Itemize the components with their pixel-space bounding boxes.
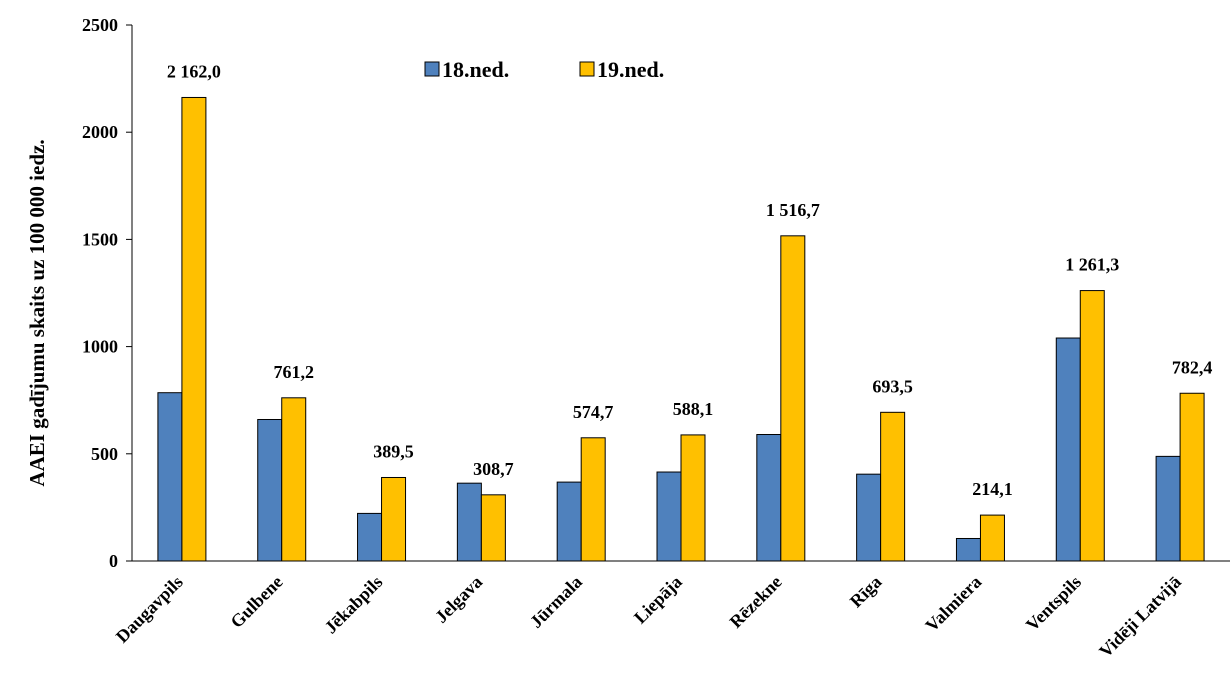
category-label: Gulbene [226, 572, 286, 632]
data-label-19-ned: 214,1 [972, 479, 1013, 499]
bar-18-ned [656, 471, 682, 562]
bar-19-ned [480, 494, 506, 562]
bar-18-ned [456, 482, 482, 562]
data-label-19-ned: 782,4 [1172, 357, 1213, 377]
bar-19-ned [880, 411, 906, 562]
y-tick-label: 2500 [82, 15, 118, 35]
legend-swatch [424, 61, 440, 77]
data-label-19-ned: 574,7 [573, 402, 614, 422]
bar-19-ned [580, 437, 606, 562]
category-label: Vidēji Latvijā [1095, 572, 1185, 662]
data-label-19-ned: 588,1 [673, 399, 714, 419]
bar-19-ned [381, 476, 407, 562]
legend-swatch [579, 61, 595, 77]
y-tick-label: 1500 [82, 229, 118, 249]
data-label-19-ned: 2 162,0 [167, 61, 221, 81]
data-label-19-ned: 761,2 [273, 362, 314, 382]
bar-19-ned [979, 514, 1005, 562]
bar-19-ned [1079, 290, 1105, 562]
data-label-19-ned: 308,7 [473, 459, 514, 479]
bar-19-ned [281, 397, 307, 562]
bar-18-ned [856, 473, 882, 562]
category-label: Valmiera [921, 572, 985, 636]
bar-18-ned [1055, 337, 1081, 562]
category-label: Jūrmala [526, 572, 586, 632]
legend-label: 19.ned. [597, 57, 664, 82]
bar-18-ned [955, 537, 981, 562]
category-label: Daugavpils [112, 572, 187, 647]
legend: 18.ned. 19.ned. [424, 57, 664, 82]
category-labels: Daugavpils Gulbene Jēkabpils Jelgava Jūrmala… [112, 572, 1185, 662]
y-axis-title: AAEI gadījumu skaits uz 100 000 iedz. [25, 139, 49, 486]
bar-19-ned [181, 96, 207, 562]
data-label-19-ned: 693,5 [872, 376, 913, 396]
category-label: Jēkabpils [321, 572, 387, 638]
y-tick-label: 500 [91, 444, 118, 464]
data-label-19-ned: 1 261,3 [1065, 255, 1119, 275]
bar-18-ned [157, 392, 183, 562]
bar-19-ned [780, 235, 806, 562]
bar-18-ned [1155, 455, 1181, 562]
category-label: Jelgava [431, 572, 486, 627]
y-tick-label: 2000 [82, 122, 118, 142]
bar-18-ned [357, 512, 383, 562]
legend-label: 18.ned. [442, 57, 509, 82]
data-label-19-ned: 1 516,7 [766, 200, 820, 220]
category-label: Liepāja [630, 572, 686, 628]
y-tick-label: 0 [109, 551, 118, 571]
data-labels: 2 162,0 761,2 389,5 308,7 574,7 588,1 1 516,7 6… [167, 61, 1212, 499]
bar-19-ned [680, 434, 706, 562]
bar-19-ned [1179, 392, 1205, 562]
y-ticks: 0 500 1000 1500 2000 2500 [82, 15, 132, 571]
y-tick-label: 1000 [82, 337, 118, 357]
category-label: Rīga [846, 572, 886, 612]
bar-18-ned [257, 418, 283, 562]
category-label: Rēzekne [726, 572, 786, 632]
category-label: Ventspils [1022, 572, 1085, 635]
bars [157, 96, 1205, 562]
bar-18-ned [756, 434, 782, 562]
bar-18-ned [556, 481, 582, 562]
data-label-19-ned: 389,5 [373, 441, 414, 461]
